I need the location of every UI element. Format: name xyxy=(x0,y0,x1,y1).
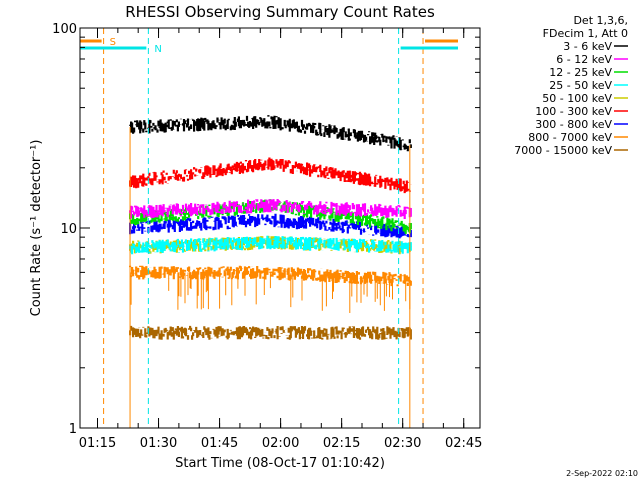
plot-area: S N 1 10 100 01:15 01:30 01:45 02:00 02:15 02:30 02… xyxy=(52,22,482,451)
y-tick-label: 1 xyxy=(69,422,77,437)
x-tick-label: 01:45 xyxy=(201,436,238,451)
legend-entry-label: 6 - 12 keV xyxy=(556,53,612,66)
legend-entry-label: 50 - 100 keV xyxy=(542,92,612,105)
x-tick-label: 02:00 xyxy=(262,436,299,451)
legend-header-line-1: Det 1,3,6, xyxy=(573,14,628,27)
y-tick-label: 10 xyxy=(60,222,77,237)
series-spikes-7 xyxy=(130,272,411,313)
legend-entry-label: 100 - 300 keV xyxy=(535,105,612,118)
x-tick-label: 01:30 xyxy=(140,436,177,451)
legend-header-line-2: FDecim 1, Att 0 xyxy=(543,27,628,40)
legend-entry-label: 25 - 50 keV xyxy=(549,79,612,92)
x-axis-label: Start Time (08-Oct-17 01:10:42) xyxy=(175,456,385,471)
generation-timestamp: 2-Sep-2022 02:10 xyxy=(566,469,638,478)
y-axis-label: Count Rate (s⁻¹ detector⁻¹) xyxy=(29,140,44,317)
chart-title: RHESSI Observing Summary Count Rates xyxy=(125,3,435,21)
legend-entry-label: 12 - 25 keV xyxy=(549,66,612,79)
marker-S-label: S xyxy=(110,37,116,48)
x-tick-label: 01:15 xyxy=(79,436,116,451)
legend-entry-label: 800 - 7000 keV xyxy=(528,131,612,144)
legend-entry-label: 7000 - 15000 keV xyxy=(514,144,612,157)
x-tick-label: 02:45 xyxy=(445,436,482,451)
x-tick-label: 02:30 xyxy=(384,436,421,451)
series-band-0 xyxy=(129,115,412,152)
legend-entry-label: 3 - 6 keV xyxy=(563,40,612,53)
series-band-5 xyxy=(129,157,412,194)
x-tick-label: 02:15 xyxy=(323,436,360,451)
y-tick-label: 100 xyxy=(52,22,77,37)
marker-N-label: N xyxy=(154,44,161,55)
series-band-3 xyxy=(129,235,412,255)
series-band-8 xyxy=(129,325,412,340)
legend-entry-label: 300 - 800 keV xyxy=(535,118,612,131)
